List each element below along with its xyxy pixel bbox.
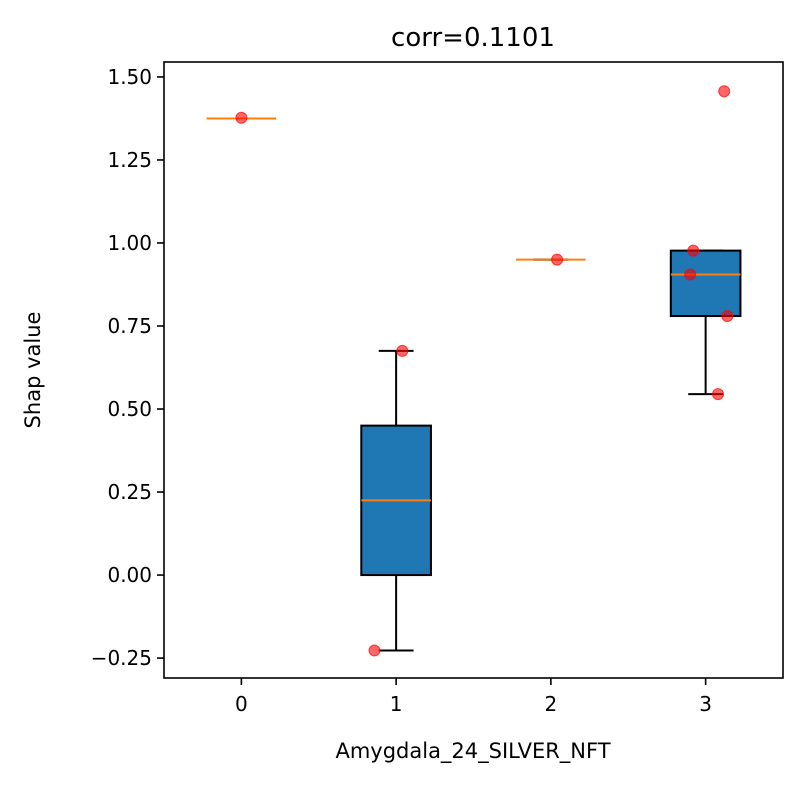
box-group-3 [669, 249, 742, 396]
y-tick-label: 1.50 [107, 65, 152, 89]
data-point [551, 253, 564, 266]
x-tick-label: 2 [545, 692, 558, 716]
data-point [235, 111, 248, 124]
y-tick-label: 1.00 [107, 231, 152, 255]
y-axis-label: Shap value [21, 312, 45, 429]
y-tick-label: 0.75 [107, 314, 152, 338]
axes-frame [163, 61, 784, 679]
data-point [368, 644, 381, 657]
y-tick-label: 0.25 [107, 480, 152, 504]
box-group-1 [360, 349, 432, 652]
x-tick-label: 1 [390, 692, 403, 716]
data-point [684, 268, 697, 281]
x-axis-ticks: 0 1 2 3 [235, 678, 712, 716]
y-tick-label: 1.25 [107, 148, 152, 172]
x-tick-label: 3 [699, 692, 712, 716]
data-point [718, 85, 731, 98]
data-point [396, 344, 409, 357]
x-tick-label: 0 [235, 692, 248, 716]
chart-title: corr=0.1101 [391, 23, 555, 53]
data-point [712, 388, 725, 401]
y-axis-ticks: −0.25 0.00 0.25 0.50 0.75 1.00 1.25 1.50 [91, 65, 164, 670]
x-axis-label: Amygdala_24_SILVER_NFT [335, 739, 610, 764]
y-tick-label: 0.50 [107, 397, 152, 421]
data-point [687, 244, 700, 257]
y-tick-label: 0.00 [107, 563, 152, 587]
plot-area [206, 85, 742, 657]
y-tick-label: −0.25 [91, 646, 152, 670]
box-body [669, 249, 742, 318]
data-point [721, 310, 734, 323]
